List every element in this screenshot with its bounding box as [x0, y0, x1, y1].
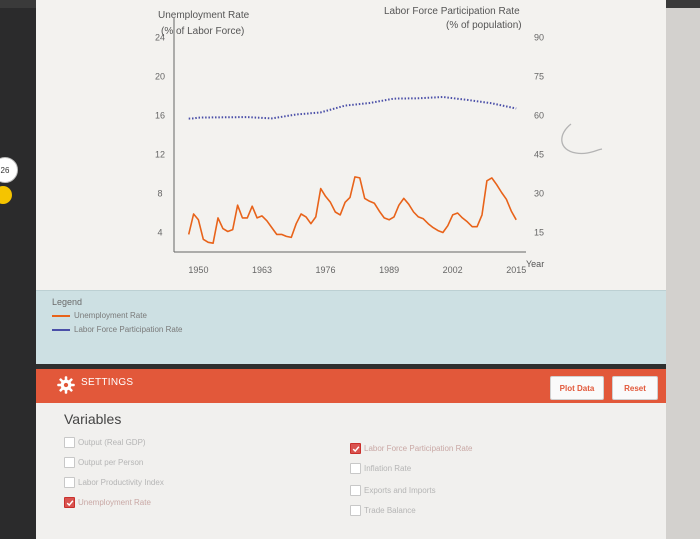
variable-trade-balance[interactable]: Trade Balance [350, 505, 416, 516]
variable-label: Output (Real GDP) [78, 438, 146, 447]
browser-left-edge [0, 0, 36, 539]
left-tick-label: 20 [155, 72, 165, 82]
x-tick-label: 1963 [252, 265, 272, 275]
settings-bar: SETTINGS Plot Data Reset [36, 369, 666, 403]
notification-dot[interactable] [0, 186, 12, 204]
left-axis-title-line2: (% of Labor Force) [161, 26, 244, 37]
checkbox[interactable] [64, 457, 75, 468]
variable-output-per-person[interactable]: Output per Person [64, 457, 143, 468]
legend-label-participation: Labor Force Participation Rate [74, 325, 183, 334]
variable-labor-productivity-index[interactable]: Labor Productivity Index [64, 477, 164, 488]
left-axis-title-line1: Unemployment Rate [158, 10, 250, 21]
right-tick-label: 90 [534, 33, 544, 43]
panel-divider [36, 364, 666, 369]
legend-swatch-participation [52, 328, 70, 331]
legend-panel: Legend Unemployment Rate Labor Force Par… [36, 290, 666, 365]
variable-label: Output per Person [78, 458, 144, 467]
x-tick-label: 1989 [379, 265, 399, 275]
variable-label: Labor Productivity Index [78, 478, 164, 487]
variable-label: Inflation Rate [364, 464, 412, 473]
right-tick-label: 45 [534, 150, 544, 160]
checkbox[interactable] [64, 477, 75, 488]
gear-icon[interactable] [56, 375, 76, 395]
checkbox-checked[interactable] [64, 497, 75, 508]
left-tick-label: 12 [155, 150, 165, 160]
variable-label: Exports and Imports [364, 486, 436, 495]
right-tick-label: 60 [534, 111, 544, 121]
variables-title: Variables [64, 411, 122, 427]
x-tick-label: 1950 [188, 265, 208, 275]
right-tick-label: 30 [534, 189, 544, 199]
x-tick-label: 1976 [316, 265, 336, 275]
chart-area: 24 20 16 12 8 4 90 75 60 45 30 15 1950 1963 1976 1989 20… [36, 0, 666, 290]
variable-label: Labor Force Participation Rate [364, 444, 473, 453]
checkmark-icon [352, 445, 359, 452]
variable-inflation-rate[interactable]: Inflation Rate [350, 463, 411, 474]
left-tick-label: 24 [155, 33, 165, 43]
x-axis-label: Year [526, 259, 544, 269]
checkbox-checked[interactable] [350, 443, 361, 454]
left-tick-label: 16 [155, 111, 165, 121]
series-line-unemployment [187, 176, 517, 244]
variable-labor-force-participation-rate[interactable]: Labor Force Participation Rate [350, 443, 473, 454]
variable-label: Unemployment Rate [78, 498, 151, 507]
left-tick-label: 8 [157, 189, 162, 199]
x-tick-label: 2015 [506, 265, 526, 275]
variable-unemployment-rate[interactable]: Unemployment Rate [64, 497, 151, 508]
plot-data-button[interactable]: Plot Data [550, 376, 604, 400]
variables-panel: Variables Output (Real GDP) Output per P… [36, 403, 666, 539]
legend-label-unemployment: Unemployment Rate [74, 311, 147, 320]
checkmark-icon [66, 499, 73, 506]
chart-svg: 24 20 16 12 8 4 90 75 60 45 30 15 1950 1963 1976 1989 20… [155, 6, 603, 275]
variable-label: Trade Balance [364, 506, 416, 515]
right-axis-title-line2: (% of population) [446, 20, 522, 31]
annotation-scribble [561, 123, 603, 155]
checkbox[interactable] [350, 463, 361, 474]
variable-output-real-gdp[interactable]: Output (Real GDP) [64, 437, 146, 448]
series-line-participation [188, 96, 517, 120]
right-tick-label: 75 [534, 72, 544, 82]
page-number: 26 [0, 165, 10, 175]
variable-exports-and-imports[interactable]: Exports and Imports [350, 485, 436, 496]
settings-label: SETTINGS [81, 377, 134, 388]
checkbox[interactable] [350, 485, 361, 496]
legend-title: Legend [52, 297, 83, 307]
right-background [666, 0, 700, 539]
right-tick-label: 15 [534, 228, 544, 238]
right-axis-title-line1: Labor Force Participation Rate [384, 6, 520, 17]
left-tick-label: 4 [157, 228, 162, 238]
checkbox[interactable] [350, 505, 361, 516]
checkbox[interactable] [64, 437, 75, 448]
legend-item-unemployment: Unemployment Rate [52, 311, 147, 320]
x-tick-label: 2002 [443, 265, 463, 275]
legend-item-participation: Labor Force Participation Rate [52, 325, 183, 334]
reset-button[interactable]: Reset [612, 376, 658, 400]
legend-swatch-unemployment [52, 314, 70, 317]
